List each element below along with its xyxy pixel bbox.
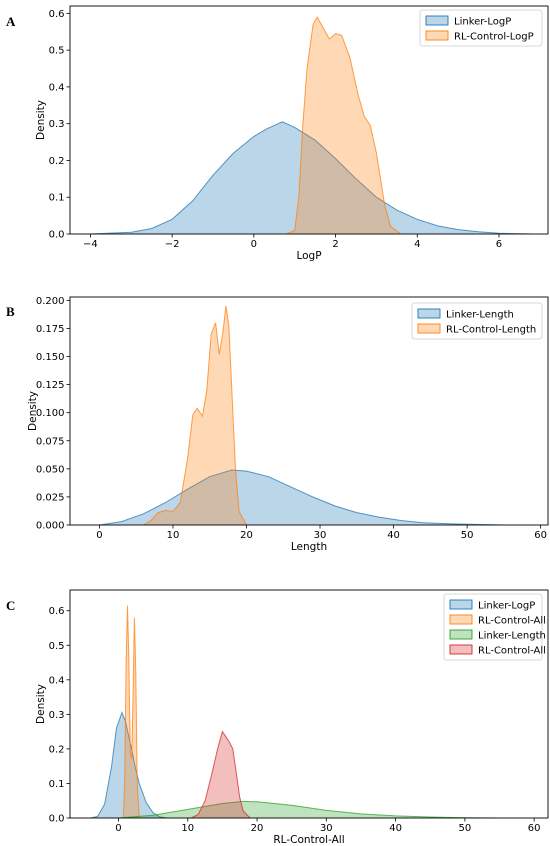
axes-frame [69,5,549,235]
y-tick-label: 0.1 [49,779,65,790]
x-axis-label: Length [291,541,327,553]
x-tick-label: 40 [389,823,402,834]
x-tick-label: 20 [251,823,264,834]
x-tick-label: 0 [115,823,121,834]
x-tick-label: 50 [459,823,472,834]
y-tick-label: 0.4 [49,82,65,93]
y-tick-label: 0.175 [36,324,65,335]
legend-label: Linker-Length [446,310,514,321]
density-line-series-1 [70,469,504,525]
x-tick-label: 30 [320,823,333,834]
axes-frame [69,296,549,526]
legend-box [419,9,543,47]
y-tick-label: 0.2 [49,156,65,167]
density-area-series-1 [70,470,504,525]
legend-swatch [417,308,441,319]
y-axis-label: Density [27,391,39,431]
density-area-series-2 [143,306,247,525]
y-tick-label: 0.150 [36,352,65,363]
x-tick-label: 40 [387,530,400,541]
density-area-series-1 [90,121,532,234]
y-tick-label: 0.000 [36,521,65,532]
y-tick-label: 0.6 [49,606,65,617]
legend-label: RL-Control-All [478,646,546,657]
legend-label: RL-Control-All [478,616,546,627]
legend-label: Linker-LogP [478,601,535,612]
chart-panel-a: A −4 −2 0 2 4 6 0.0 0.1 0.2 0.3 0.4 0.5 0.6 LogP Densit… [6,5,549,262]
density-line-series-1 [90,121,532,234]
y-tick-label: 0.025 [36,492,65,503]
density-line-series-2 [286,15,402,234]
legend: Linker-LogP RL-Control-LogP [419,9,543,47]
x-tick-label: 60 [528,823,541,834]
x-tick-label: 10 [167,530,180,541]
y-tick-label: 0.1 [49,193,65,204]
legend-label: RL-Control-LogP [454,32,534,43]
panel-label: C [6,598,15,613]
legend-swatch [449,614,473,625]
legend-label: Linker-LogP [454,17,511,28]
x-tick-label: 60 [534,530,547,541]
density-area-series-3 [90,801,500,818]
y-axis-label: Density [35,100,47,140]
x-tick-label: 20 [240,530,253,541]
y-tick-label: 0.2 [49,744,65,755]
legend-box [443,593,543,661]
x-axis-label: RL-Control-All [273,834,344,846]
x-tick-label: 6 [496,239,502,250]
y-tick-label: 0.125 [36,380,65,391]
series-group [70,305,504,525]
series-group [90,15,532,234]
density-line-series-2 [143,305,247,525]
x-tick-label: −4 [83,239,98,250]
legend-label: Linker-Length [478,631,546,642]
x-tick-label: 0 [251,239,257,250]
y-tick-label: 0.3 [49,710,65,721]
x-tick-label: 0 [96,530,102,541]
density-line-series-2 [122,605,140,818]
y-tick-label: 0.075 [36,436,65,447]
y-tick-label: 0.0 [49,230,65,241]
density-line-series-1 [90,711,168,818]
panel-label: A [6,14,16,29]
x-tick-label: 2 [332,239,338,250]
legend-swatch [425,30,449,41]
y-tick-label: 0.5 [49,641,65,652]
x-tick-label: 30 [314,530,327,541]
x-tick-label: 10 [181,823,194,834]
density-area-series-4 [191,731,251,818]
x-tick-label: 50 [461,530,474,541]
y-tick-label: 0.4 [49,675,65,686]
density-area-series-2 [286,17,401,234]
y-tick-label: 0.6 [49,9,65,20]
legend-label: RL-Control-Length [446,325,536,336]
chart-panel-c: C 0 10 20 30 40 50 60 0.0 0.1 0.2 0.3 0.4 0.5 0.6 RL-Co… [6,589,549,846]
y-tick-label: 0.5 [49,46,65,57]
density-line-series-4 [190,730,251,818]
chart-panel-b: B 0 10 20 30 40 50 60 0.000 0.025 0.050 0.075 0.100 0… [6,296,549,553]
y-tick-label: 0.3 [49,119,65,130]
panel-label: B [6,304,15,319]
density-area-series-1 [90,712,167,818]
legend-swatch [417,323,441,334]
x-tick-label: 4 [414,239,420,250]
legend: Linker-LogP RL-Control-All Linker-Length RL… [443,593,546,661]
y-tick-label: 0.050 [36,464,65,475]
legend-swatch [425,15,449,26]
density-line-series-3 [90,800,500,818]
y-axis-label: Density [35,684,47,724]
x-axis-label: LogP [296,250,321,262]
y-tick-label: 0.200 [36,296,65,307]
legend-swatch [449,644,473,655]
y-tick-label: 0.0 [49,814,65,825]
legend-swatch [449,629,473,640]
legend-box [411,302,543,340]
legend-swatch [449,599,473,610]
axes-frame [69,589,549,819]
legend: Linker-Length RL-Control-Length [411,302,543,340]
x-tick-label: −2 [165,239,180,250]
y-tick-label: 0.100 [36,408,65,419]
series-group [90,605,500,818]
